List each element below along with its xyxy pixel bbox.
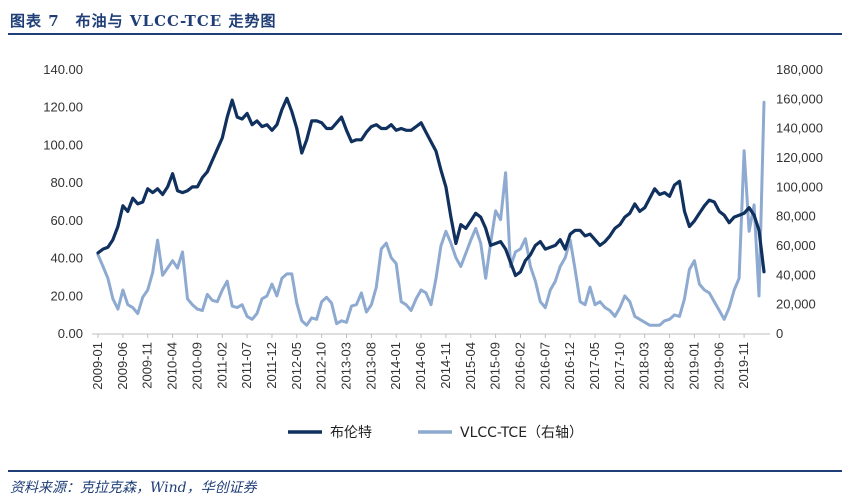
x-tick-label: 2016-07: [537, 342, 552, 390]
x-tick-label: 2014-01: [388, 342, 403, 390]
x-tick-label: 2012-10: [314, 342, 329, 390]
x-tick-label: 2019-11: [736, 342, 751, 389]
x-tick-label: 2010-04: [165, 342, 180, 390]
y-right-tick-label: 140,000: [776, 121, 823, 136]
y-right-tick-label: 120,000: [776, 150, 823, 165]
y-left-tick-label: 60.00: [50, 213, 83, 228]
x-tick-label: 2016-02: [512, 342, 527, 390]
x-tick-label: 2015-09: [488, 342, 503, 390]
y-left-tick-label: 140.00: [43, 62, 83, 77]
y-right-tick-label: 160,000: [776, 91, 823, 106]
x-tick-label: 2011-02: [214, 342, 229, 389]
x-tick-label: 2018-08: [662, 342, 677, 390]
y-right-tick-label: 40,000: [776, 267, 816, 282]
legend-vlcc-tce-label: VLCC-TCE（右轴）: [460, 425, 583, 441]
y-right-tick-label: 20,000: [776, 297, 816, 312]
x-tick-label: 2019-01: [686, 342, 701, 390]
y-right-tick-label: 80,000: [776, 209, 816, 224]
x-tick-label: 2009-01: [90, 342, 105, 390]
x-tick-label: 2014-11: [438, 342, 453, 389]
y-left-tick-label: 120.00: [43, 100, 83, 115]
y-left-tick-label: 40.00: [50, 251, 83, 266]
x-tick-label: 2015-04: [463, 342, 478, 390]
series-vlcc-tce-line: [96, 100, 766, 327]
y-left-tick-label: 20.00: [50, 288, 83, 303]
legend-brent-label: 布伦特: [330, 425, 372, 441]
y-right-tick-label: 60,000: [776, 238, 816, 253]
series-brent-line: [96, 96, 766, 278]
source-rule: [8, 470, 842, 472]
figure-title: 图表 7 布油与 VLCC-TCE 走势图: [10, 12, 277, 30]
x-tick-label: 2012-05: [289, 342, 304, 390]
y-right-tick-label: 180,000: [776, 62, 823, 77]
y-left-tick-label: 0.00: [58, 326, 83, 341]
y-right-tick-label: 100,000: [776, 179, 823, 194]
x-tick-label: 2014-06: [413, 342, 428, 390]
y-left-tick-label: 100.00: [43, 137, 83, 152]
x-tick-label: 2019-06: [711, 342, 726, 390]
x-tick-label: 2013-08: [363, 342, 378, 390]
x-tick-label: 2009-11: [140, 342, 155, 389]
title-bar: 图表 7 布油与 VLCC-TCE 走势图: [8, 4, 842, 34]
x-tick-label: 2013-03: [339, 342, 354, 390]
x-tick-label: 2017-10: [612, 342, 627, 390]
x-tick-label: 2009-06: [115, 342, 130, 390]
y-left-tick-label: 80.00: [50, 175, 83, 190]
y-right-tick-label: 0: [776, 326, 783, 341]
x-tick-label: 2010-09: [189, 342, 204, 390]
source-note: 资料来源：克拉克森，Wind，华创证券: [10, 480, 257, 496]
x-tick-label: 2011-07: [239, 342, 254, 389]
x-tick-label: 2016-12: [562, 342, 577, 390]
x-tick-label: 2018-03: [637, 342, 652, 390]
x-tick-label: 2011-12: [264, 342, 279, 389]
x-tick-label: 2017-05: [587, 342, 602, 390]
title-rule: [8, 33, 842, 35]
